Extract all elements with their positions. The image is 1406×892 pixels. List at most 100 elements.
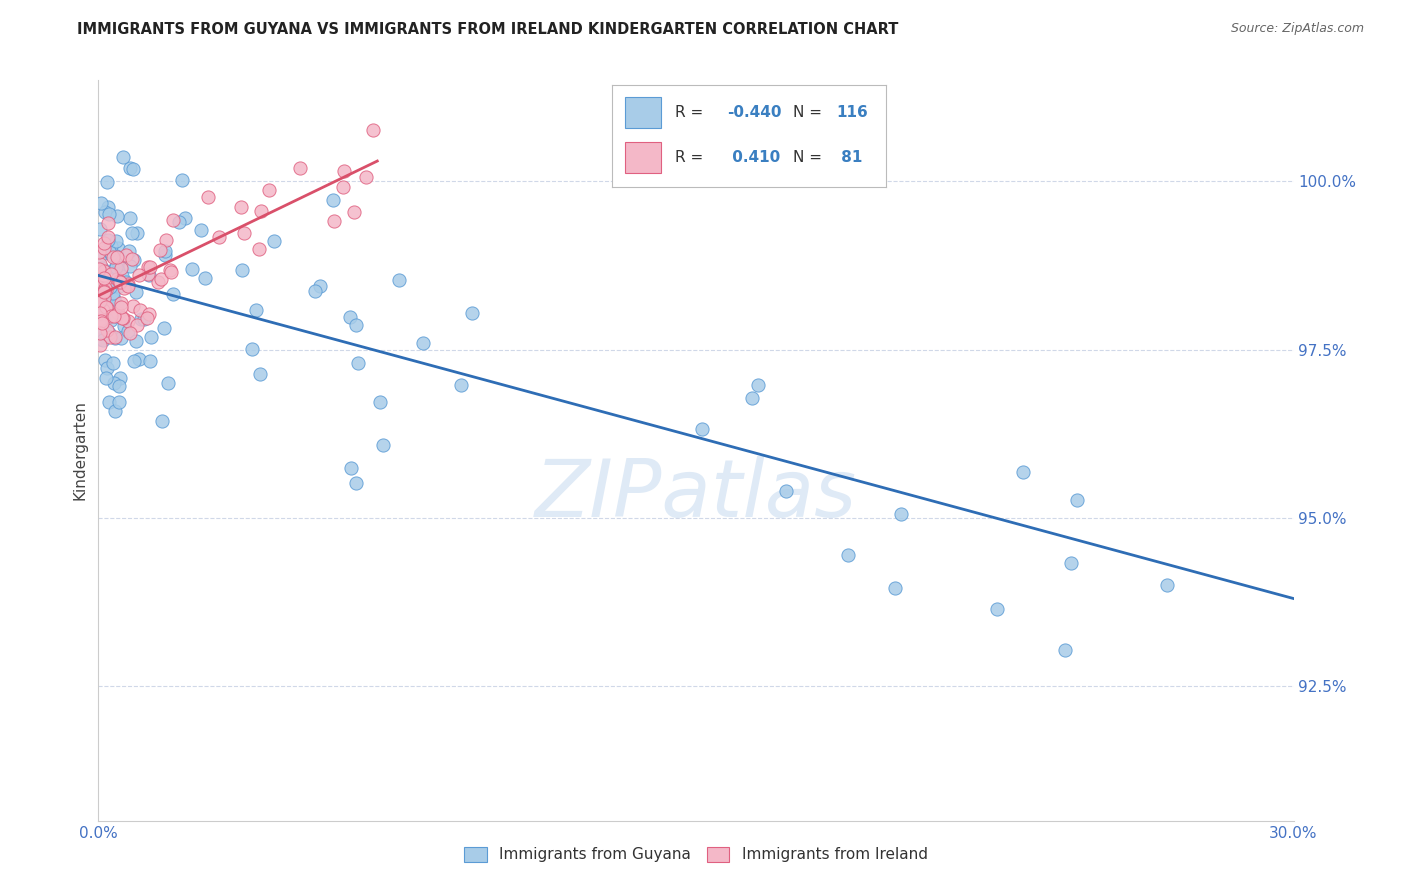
Point [155,244,177,258]
Text: N =: N = [793,150,827,164]
Point [361,123,384,137]
Point [118,244,141,258]
Point [120,259,142,273]
Point [159,263,181,277]
Point [890,507,912,521]
Point [101,250,124,264]
Point [344,476,367,491]
Point [741,391,763,405]
Point [96,300,118,314]
Point [103,285,125,300]
Point [180,261,202,276]
Point [97,326,120,341]
Point [150,272,173,286]
Point [138,307,160,321]
Point [240,343,263,357]
Point [89,261,111,276]
Text: -0.440: -0.440 [727,105,782,120]
Point [91,260,114,275]
Point [139,260,162,274]
Point [98,207,121,221]
Point [120,161,142,176]
Point [747,378,769,392]
Point [122,162,145,177]
Point [89,280,111,294]
Point [190,223,212,237]
Point [93,270,115,285]
Point [207,230,229,244]
Point [117,314,139,328]
Y-axis label: Kindergarten: Kindergarten [72,401,87,500]
Point [104,404,127,418]
Point [155,248,177,262]
Point [323,214,346,228]
Point [122,299,145,313]
Point [1156,577,1178,591]
Point [108,279,131,293]
Point [290,161,312,175]
Text: 81: 81 [837,150,863,164]
Point [232,227,254,241]
Point [356,170,378,185]
Point [91,324,114,338]
Point [94,353,117,368]
Point [249,367,271,381]
Point [98,280,121,294]
Point [103,331,125,345]
Point [89,249,111,263]
Point [97,230,120,244]
Point [170,173,193,187]
Point [112,281,135,295]
Point [125,334,148,348]
Point [115,275,138,289]
Point [89,337,111,351]
Point [105,234,128,248]
Point [100,238,122,252]
Point [461,306,484,320]
Point [103,309,125,323]
Point [837,548,859,562]
Point [162,213,184,227]
Point [344,318,367,332]
Point [94,205,117,219]
Text: N =: N = [793,105,827,120]
Point [105,209,128,223]
Point [174,211,197,225]
Point [97,394,120,409]
Point [110,261,132,276]
Point [136,267,159,281]
Point [128,352,150,367]
Text: 116: 116 [837,105,868,120]
Point [108,379,131,393]
Point [89,257,111,271]
Point [96,360,118,375]
Point [368,395,391,409]
Point [162,287,184,301]
Point [100,246,122,260]
Point [93,291,115,305]
Point [263,234,285,248]
Point [90,316,112,330]
Point [112,150,135,164]
Point [197,190,219,204]
Point [89,332,111,346]
Point [110,296,132,310]
Point [122,353,145,368]
Point [105,254,128,268]
Point [250,204,273,219]
Text: R =: R = [675,105,707,120]
Point [93,285,115,299]
Point [94,280,117,294]
Point [1012,466,1035,480]
Point [100,307,122,321]
Point [89,306,111,320]
Point [775,484,797,499]
Point [114,247,136,261]
Text: IMMIGRANTS FROM GUYANA VS IMMIGRANTS FROM IRELAND KINDERGARTEN CORRELATION CHART: IMMIGRANTS FROM GUYANA VS IMMIGRANTS FRO… [77,22,898,37]
Point [322,193,344,207]
Text: R =: R = [675,150,707,164]
Point [231,200,253,214]
Point [104,260,127,275]
Point [104,330,127,344]
Point [138,268,160,282]
